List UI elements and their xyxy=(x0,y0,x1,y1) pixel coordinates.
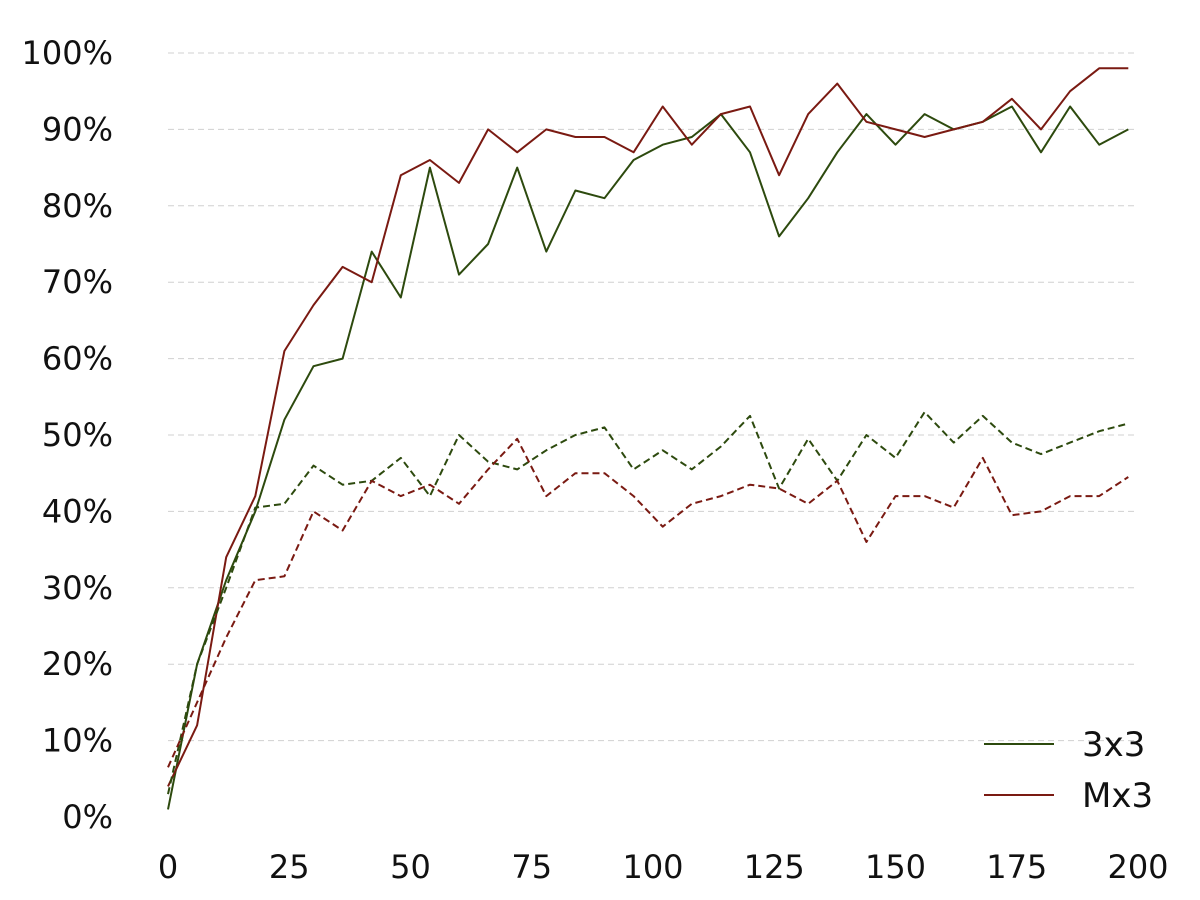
x-tick-label: 175 xyxy=(986,848,1047,886)
series-line-mx3 xyxy=(167,67,1129,787)
x-tick-label: 150 xyxy=(865,848,926,886)
y-tick-label: 90% xyxy=(42,110,113,148)
legend: 3x3 Mx3 xyxy=(984,725,1153,816)
y-tick-label: 100% xyxy=(22,34,113,72)
y-tick-label: 70% xyxy=(42,263,113,301)
x-tick-label: 200 xyxy=(1107,848,1168,886)
x-tick-label: 50 xyxy=(390,848,431,886)
series-line-dashed-2 xyxy=(167,411,1129,795)
x-tick-label: 125 xyxy=(744,848,805,886)
y-tick-label: 30% xyxy=(42,569,113,607)
x-axis-ticks: 0 25 50 75 100 125 150 175 200 xyxy=(158,848,1169,886)
legend-label-mx3: Mx3 xyxy=(1082,776,1153,816)
grid-lines xyxy=(168,52,1138,742)
series-lines xyxy=(167,67,1129,810)
series-line-dashed-3 xyxy=(167,437,1129,768)
y-tick-label: 60% xyxy=(42,340,113,378)
x-tick-label: 0 xyxy=(158,848,178,886)
y-tick-label: 80% xyxy=(42,187,113,225)
y-tick-label: 0% xyxy=(62,798,113,836)
y-axis-ticks: 0% 10% 20% 30% 40% 50% 60% 70% 80% 90% 100% xyxy=(22,34,113,836)
series-line-3x3 xyxy=(167,105,1129,810)
x-tick-label: 100 xyxy=(622,848,683,886)
y-tick-label: 20% xyxy=(42,645,113,683)
legend-label-3x3: 3x3 xyxy=(1082,725,1145,765)
y-tick-label: 10% xyxy=(42,722,113,760)
x-tick-label: 75 xyxy=(511,848,552,886)
y-tick-label: 40% xyxy=(42,492,113,530)
x-tick-label: 25 xyxy=(269,848,310,886)
y-tick-label: 50% xyxy=(42,416,113,454)
